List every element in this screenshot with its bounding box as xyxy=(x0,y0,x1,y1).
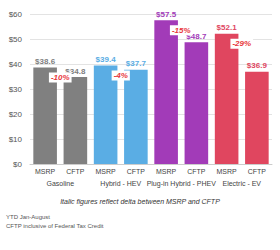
svg-text:$20: $20 xyxy=(9,110,23,119)
svg-text:-15%: -15% xyxy=(172,26,191,35)
svg-text:$39.4: $39.4 xyxy=(96,55,117,64)
svg-text:Italic figures reflect delta b: Italic figures reflect delta between MSR… xyxy=(60,198,220,206)
svg-text:$50: $50 xyxy=(9,35,23,44)
svg-text:$48.7: $48.7 xyxy=(186,31,207,41)
svg-text:MSRP: MSRP xyxy=(35,168,56,175)
svg-text:$34.8: $34.8 xyxy=(65,66,86,76)
svg-text:$38.6: $38.6 xyxy=(35,57,56,66)
svg-text:$0: $0 xyxy=(13,160,22,169)
svg-text:CFTP: CFTP xyxy=(248,168,267,175)
svg-text:$36.9: $36.9 xyxy=(247,61,268,70)
svg-text:CFTP: CFTP xyxy=(127,168,146,175)
svg-text:MSRP: MSRP xyxy=(156,168,177,175)
svg-text:Electric - EV: Electric - EV xyxy=(222,180,261,187)
svg-text:$10: $10 xyxy=(9,135,23,144)
svg-text:Gasoline: Gasoline xyxy=(46,180,74,187)
svg-text:-4%: -4% xyxy=(114,71,128,80)
svg-text:CFTP: CFTP xyxy=(187,168,206,175)
svg-text:CFTP: CFTP xyxy=(66,168,85,175)
svg-text:MSRP: MSRP xyxy=(217,168,238,175)
svg-text:-10%: -10% xyxy=(51,73,70,82)
svg-text:CFTP inclusive of Federal Tax: CFTP inclusive of Federal Tax Credit xyxy=(6,223,104,229)
svg-text:YTD Jan-August: YTD Jan-August xyxy=(6,214,50,220)
svg-text:Hybrid - HEV: Hybrid - HEV xyxy=(100,180,141,188)
svg-text:-29%: -29% xyxy=(232,39,251,48)
svg-text:$60: $60 xyxy=(9,10,23,19)
svg-text:$40: $40 xyxy=(9,60,23,69)
svg-text:$57.5: $57.5 xyxy=(156,10,177,19)
svg-text:MSRP: MSRP xyxy=(96,168,117,175)
svg-text:$30: $30 xyxy=(9,85,23,94)
svg-text:Plug-in Hybrid - PHEV: Plug-in Hybrid - PHEV xyxy=(147,180,217,188)
svg-text:$52.1: $52.1 xyxy=(217,23,238,32)
svg-text:$37.7: $37.7 xyxy=(126,59,147,68)
